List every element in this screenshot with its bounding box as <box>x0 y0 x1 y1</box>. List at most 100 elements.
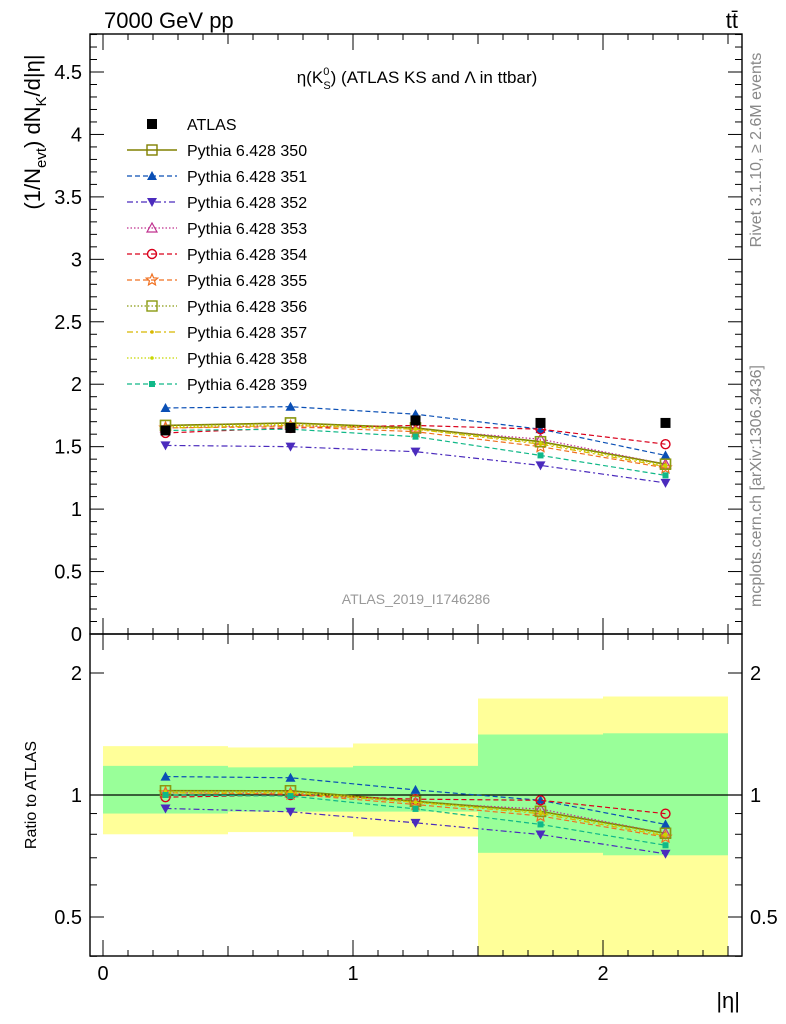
legend-label: Pythia 6.428 357 <box>187 325 307 342</box>
legend-label: Pythia 6.428 358 <box>187 351 307 368</box>
legend-label: Pythia 6.428 356 <box>187 299 307 316</box>
ratio-series-point <box>412 805 419 812</box>
x-axis-label: |η| <box>716 988 740 1013</box>
legend-marker <box>147 119 157 129</box>
legend-label: Pythia 6.428 353 <box>187 221 307 238</box>
series-point <box>412 433 419 440</box>
series-point <box>663 463 668 468</box>
series-point <box>413 427 418 431</box>
axes: 0 0.5 1 1.5 2 2.5 3 3.5 4 4.5 0 1 2 0.5 0.5 1 1 2 2 <box>54 33 778 985</box>
main-y-axis-label: (1/Nevt) dNK/d|η| <box>20 54 50 209</box>
series-line <box>165 426 666 469</box>
main-y-tick-label: 3.5 <box>54 187 82 209</box>
data-point <box>535 417 546 428</box>
legend-marker <box>146 300 158 312</box>
series-point <box>285 401 296 411</box>
ratio-series-point <box>287 793 294 800</box>
series-line <box>165 424 666 465</box>
data-point <box>285 422 296 433</box>
series-point <box>410 447 421 457</box>
legend-marker <box>150 330 154 334</box>
ratio-series-point <box>663 832 668 837</box>
series-point <box>160 441 171 451</box>
ratio-y-tick-label: 1 <box>750 785 761 807</box>
legend-label: Pythia 6.428 355 <box>187 273 307 290</box>
main-y-tick-label: 1.5 <box>54 437 82 459</box>
data-point <box>160 425 171 436</box>
series-point <box>660 438 671 450</box>
ratio-series-point <box>410 818 421 828</box>
ratio-series-point <box>413 800 418 805</box>
legend-marker <box>147 198 157 207</box>
series-point <box>660 478 671 488</box>
series-point <box>535 461 546 471</box>
main-y-tick-label: 2 <box>71 374 82 396</box>
ratio-series-point <box>535 795 546 806</box>
series-point <box>160 402 171 412</box>
legend-marker <box>147 171 157 180</box>
main-plot-area <box>158 401 673 488</box>
series-point <box>535 424 546 434</box>
legend-label: Pythia 6.428 359 <box>187 377 307 394</box>
ratio-series-point <box>660 808 671 819</box>
legend-marker <box>150 356 154 360</box>
legend-marker <box>146 248 158 260</box>
main-y-tick-label: 3 <box>71 249 82 271</box>
ratio-series-point <box>662 842 669 849</box>
main-y-tick-label: 2.5 <box>54 312 82 334</box>
ratio-plot-area <box>90 771 742 859</box>
analysis-watermark: ATLAS_2019_I1746286 <box>342 591 491 607</box>
ratio-y-tick-label: 2 <box>750 663 761 685</box>
process-label: tt̄ <box>726 8 738 33</box>
ratio-y-tick-label: 1 <box>71 785 82 807</box>
ratio-series-point <box>537 821 544 828</box>
ratio-series-point <box>538 810 543 815</box>
legend-label: Pythia 6.428 350 <box>187 143 307 160</box>
rivet-version-label: Rivet 3.1.10, ≥ 2.6M events <box>748 53 765 248</box>
main-y-tick-label: 0.5 <box>54 562 82 584</box>
ratio-series-point <box>660 819 671 829</box>
ratio-series-point <box>660 849 671 859</box>
ratio-series-point <box>285 807 296 817</box>
data-point <box>410 415 421 426</box>
plot-title: η(K0 S) (ATLAS KS and Λ in ttbar) <box>297 66 538 92</box>
ratio-series-point <box>535 795 546 805</box>
series-point <box>662 472 669 479</box>
ratio-series-line <box>165 792 666 838</box>
series-point <box>534 435 547 448</box>
legend-marker <box>149 381 155 387</box>
ratio-series-point <box>410 784 421 794</box>
ratio-series-point <box>160 771 171 781</box>
x-tick-label: 1 <box>347 963 358 985</box>
legend-marker <box>144 272 160 287</box>
ratio-y-tick-label: 2 <box>71 663 82 685</box>
legend-marker <box>145 221 159 233</box>
legend-label: Pythia 6.428 352 <box>187 195 307 212</box>
data-point <box>660 417 671 428</box>
collision-label: 7000 GeV pp <box>104 8 234 33</box>
ratio-y-tick-label: 0.5 <box>54 907 82 929</box>
ratio-series-point <box>285 772 296 782</box>
legend-label: ATLAS <box>187 117 237 134</box>
ratio-series-point <box>534 805 547 818</box>
mcplots-label: mcplots.cern.ch [arXiv:1306.3436] <box>748 365 765 607</box>
ratio-series-point <box>160 804 171 814</box>
ratio-series-point <box>535 830 546 840</box>
series-point <box>660 450 671 460</box>
legend-label: Pythia 6.428 351 <box>187 169 307 186</box>
ratio-series-line <box>165 792 666 834</box>
legend-marker <box>146 144 158 156</box>
ratio-series-point <box>288 790 293 794</box>
legend-label: Pythia 6.428 354 <box>187 247 307 264</box>
main-y-tick-label: 1 <box>71 499 82 521</box>
x-tick-label: 2 <box>597 963 608 985</box>
series-point <box>538 441 543 445</box>
series-point <box>537 452 544 459</box>
main-y-tick-label: 4.5 <box>54 62 82 84</box>
series-point <box>285 442 296 452</box>
ratio-series-point <box>162 792 169 798</box>
main-y-tick-label: 4 <box>71 124 82 146</box>
ratio-y-tick-label: 0.5 <box>750 907 778 929</box>
x-tick-label: 0 <box>97 963 108 985</box>
